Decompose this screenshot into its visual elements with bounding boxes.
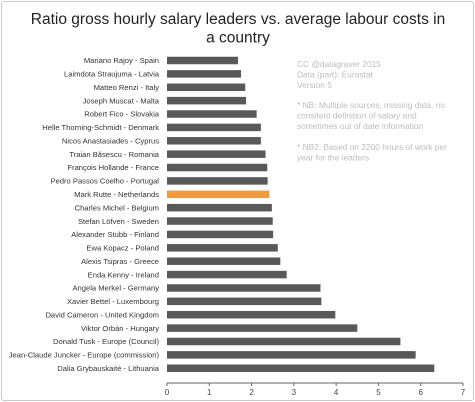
category-label: Donald Tusk - Europe (Council): [53, 337, 159, 346]
annotation-text: CC @datagraver 2015: [297, 59, 381, 69]
bar: [167, 96, 247, 105]
bar: [167, 310, 336, 319]
bar: [167, 324, 358, 332]
category-label: Laimdota Straujuma - Latvia: [64, 70, 160, 79]
category-label: Alexis Tsipras - Greece: [81, 257, 159, 266]
bar: [167, 203, 272, 212]
annotation-text: year for the leaders: [297, 153, 369, 163]
bar: [167, 257, 281, 265]
category-labels: Mariano Rajoy - Spain Laimdota Straujuma …: [9, 56, 160, 373]
category-label: Mariano Rajoy - Spain: [84, 56, 159, 65]
category-label: Charles Michel - Belgium: [75, 203, 159, 212]
category-label: Enda Kenny - Ireland: [88, 270, 159, 279]
annotation-text: sometimes out of date information: [297, 121, 423, 131]
bar: [167, 83, 246, 92]
bar: [167, 56, 239, 65]
category-label: Jean-Claude Juncker - Europe (commission…: [9, 351, 160, 360]
category-label: Helle Thorning-Schmidt - Denmark: [42, 123, 159, 132]
annotation-text: Version 5: [297, 80, 332, 90]
bar: [167, 230, 274, 239]
category-label: Viktor Orbán - Hungary: [81, 324, 159, 333]
category-label: Dalia Grybauskaitė - Lithuania: [57, 364, 160, 373]
bar: [167, 70, 241, 78]
bars: [167, 56, 435, 372]
annotation-text: consitent definition of salary and: [297, 111, 417, 121]
x-tick-label: 4: [334, 388, 339, 397]
category-label: Xavier Bettel - Luxembourg: [67, 297, 159, 306]
x-tick-label: 3: [292, 388, 297, 397]
x-tick-label: 0: [165, 388, 170, 397]
bar: [167, 137, 261, 145]
category-label: Pedro Passos Coelho - Portugal: [51, 177, 160, 186]
x-tick-label: 7: [461, 388, 466, 397]
bar: [167, 177, 268, 185]
category-label: Angela Merkel - Germany: [72, 284, 159, 293]
annotation-text: Data (part): Eurostat: [297, 70, 374, 80]
bar: [167, 150, 266, 158]
bar: [167, 123, 261, 132]
chart-title-line: Ratio gross hourly salary leaders vs. av…: [31, 11, 445, 28]
category-label: Ewa Kopacz - Poland: [86, 244, 159, 253]
x-tick-label: 6: [418, 388, 423, 397]
chart-title: Ratio gross hourly salary leaders vs. av…: [31, 11, 445, 47]
bar: [167, 270, 287, 279]
category-label: Stefan Löfven - Sweden: [78, 217, 159, 226]
bar: [167, 284, 321, 292]
category-label: Traian Băsescu - Romania: [69, 150, 159, 159]
category-label: Joseph Muscat - Malta: [83, 96, 160, 105]
annotation-text: * NB2: Based on 2200 hours of work per: [297, 142, 447, 152]
x-axis: 0 1 2 3 4 5 6 7: [165, 382, 466, 397]
bar: [167, 110, 257, 118]
category-label: François Hollande - France: [67, 163, 159, 172]
chart-title-line: a country: [206, 30, 270, 47]
bar: [167, 351, 416, 359]
bar: [167, 364, 435, 372]
bar: [167, 163, 268, 172]
category-label: Robert Fico - Slovakia: [84, 110, 159, 119]
x-tick-label: 5: [376, 388, 381, 397]
bar: [167, 337, 401, 346]
category-label: Alexander Stubb - Finland: [71, 230, 159, 239]
bar: [167, 190, 270, 199]
x-tick-label: 1: [207, 388, 212, 397]
bar: [167, 297, 322, 306]
x-tick-label: 2: [249, 388, 254, 397]
category-label: Matteo Renzi - Italy: [94, 83, 160, 92]
annotation-text: * NB: Multiple sources, missing data, no: [297, 100, 445, 110]
bar: [167, 217, 273, 225]
category-label: David Cameron - United Kingdom: [45, 310, 159, 319]
category-label: Nicos Anastasiades - Cyprus: [62, 136, 159, 145]
category-label: Mark Rutte - Netherlands: [74, 190, 159, 199]
bar: [167, 244, 278, 252]
